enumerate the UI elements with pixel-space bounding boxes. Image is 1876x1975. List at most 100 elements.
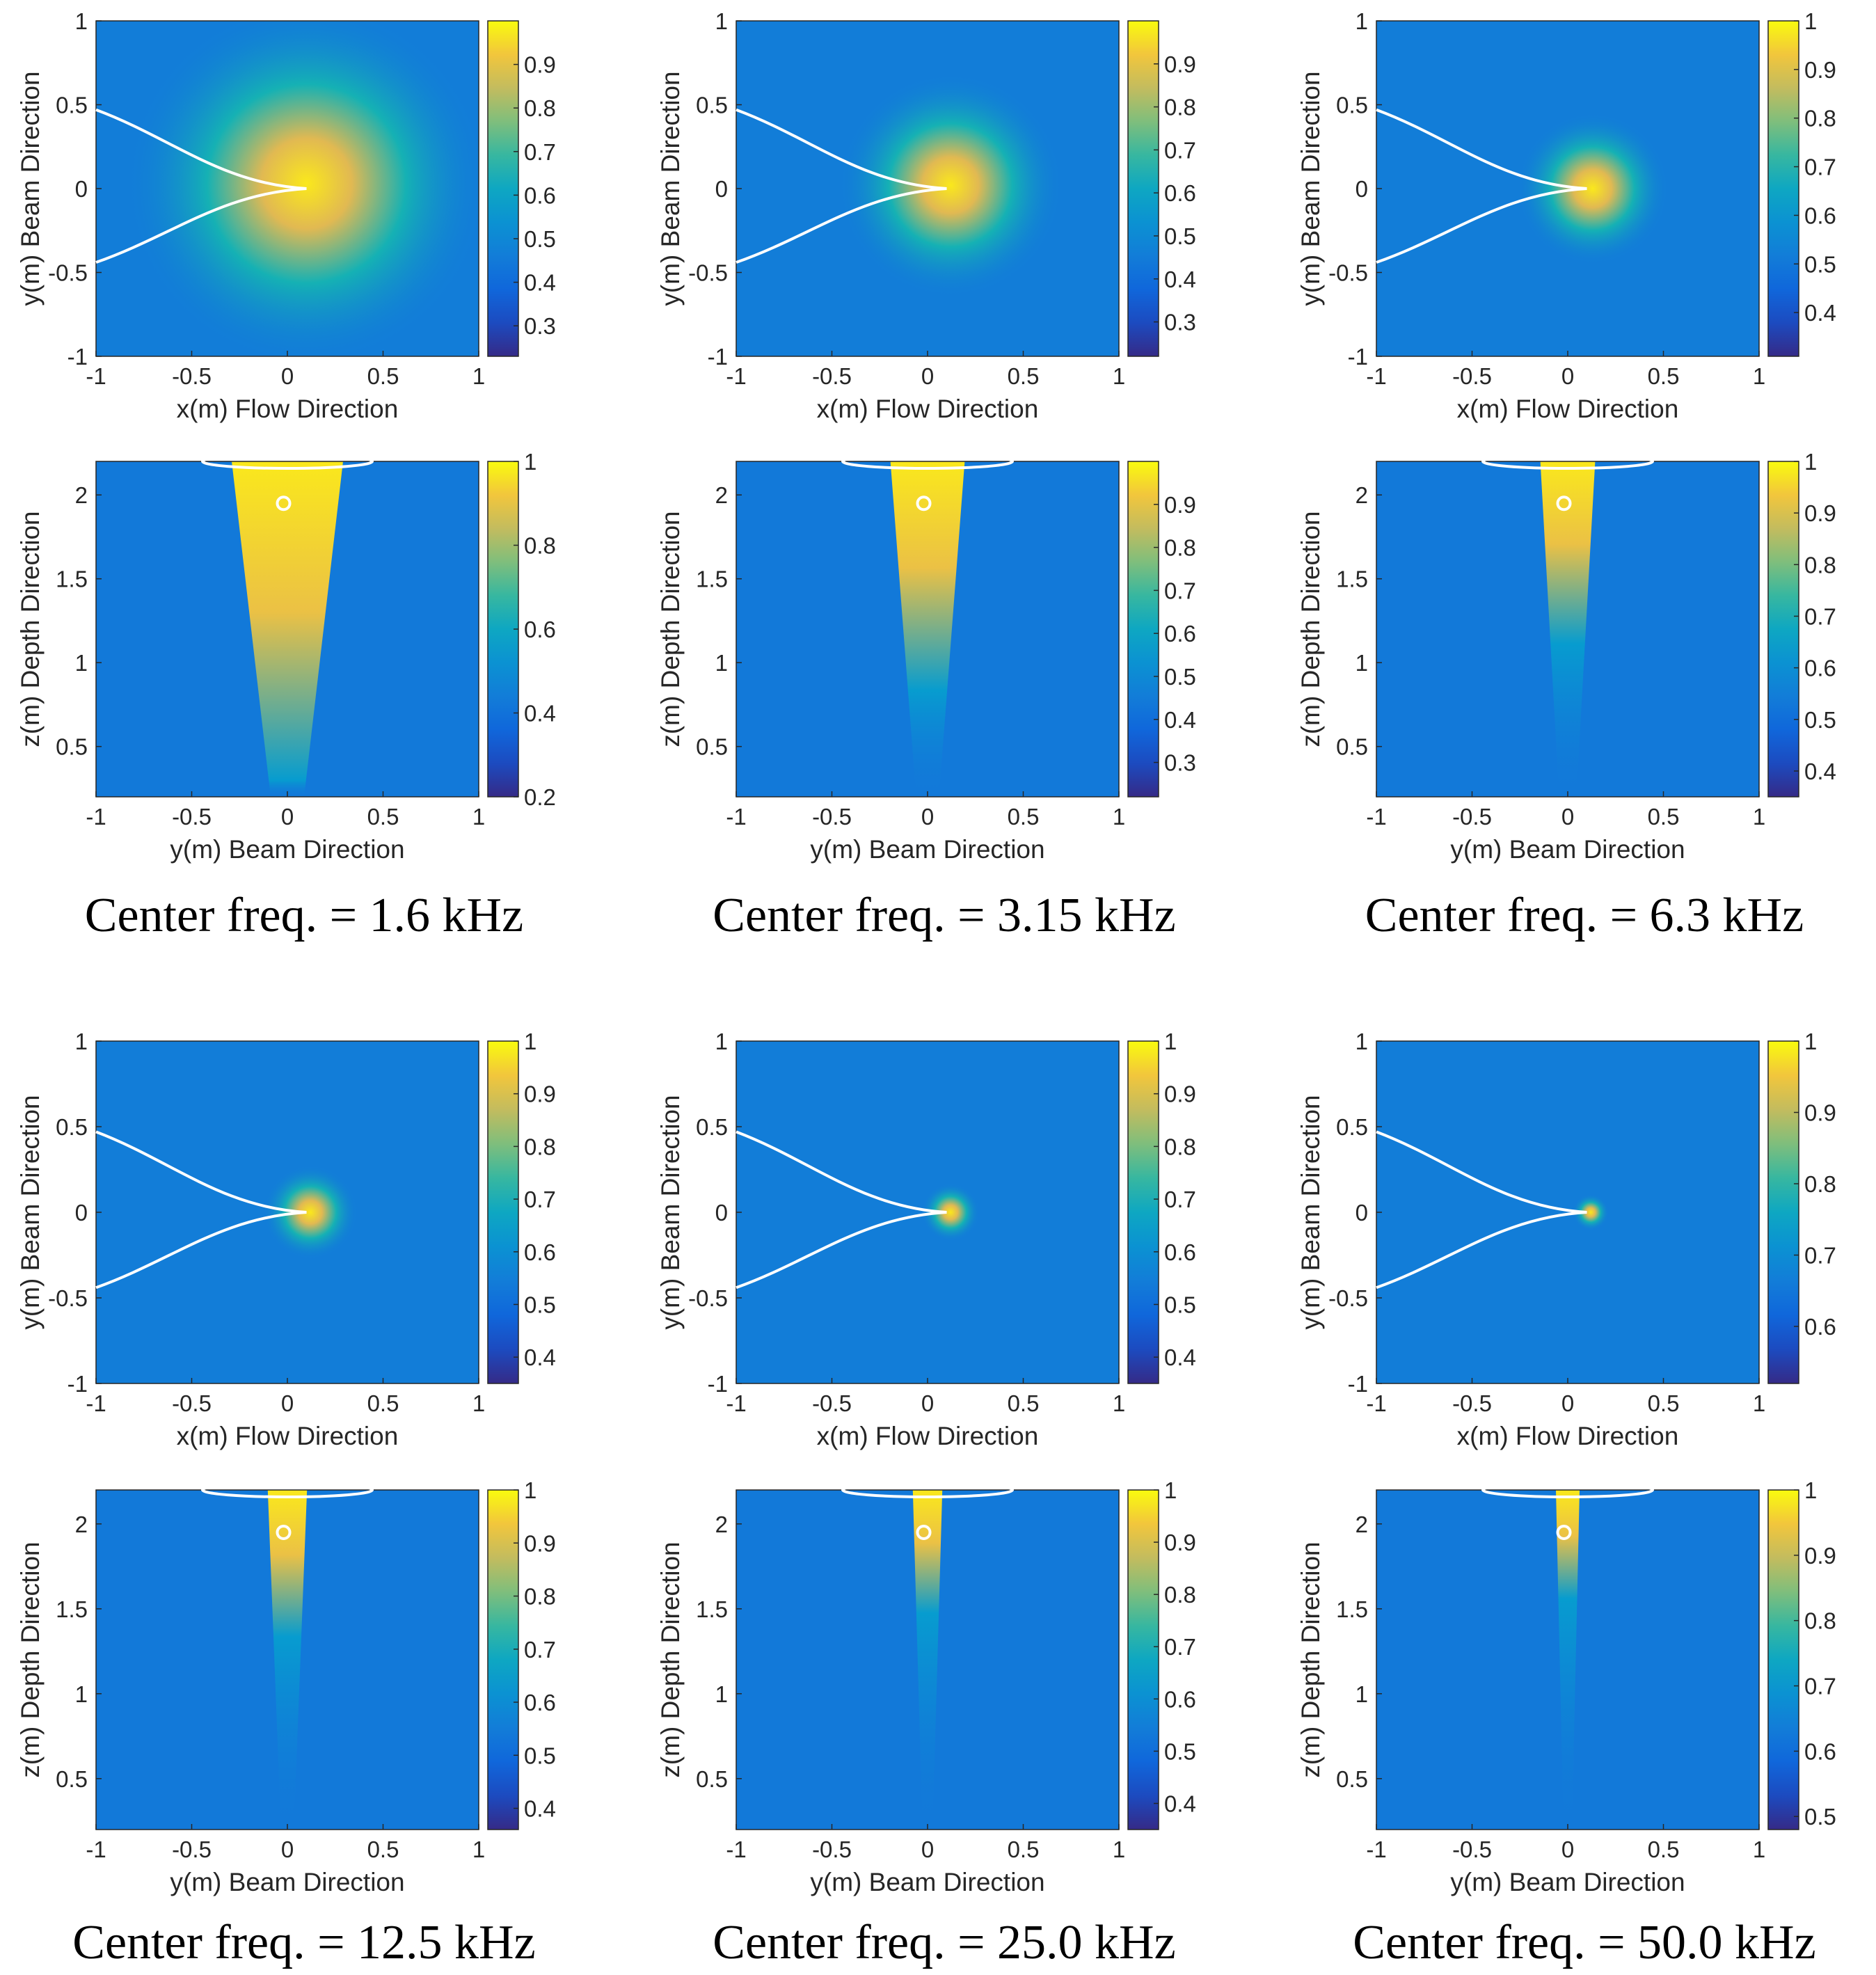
y-tick-label: 0.5 <box>1336 1114 1368 1140</box>
y-tick-label: 1.5 <box>696 1596 728 1622</box>
colorbar-tick-label: 1 <box>1164 1029 1177 1054</box>
colorbar-tick-label: 0.8 <box>524 533 556 559</box>
beam-hotspot <box>890 461 965 797</box>
colorbar-tick-label: 0.7 <box>1164 1634 1196 1660</box>
y-tick-label: 2 <box>75 1512 88 1537</box>
x-tick-label: 0.5 <box>367 1837 399 1862</box>
y-tick-label: 0.5 <box>56 1766 88 1792</box>
colorbar-tick-label: 1 <box>1804 449 1817 475</box>
heatmap-field <box>248 1165 373 1260</box>
colorbar: 0.4 0.5 0.6 0.7 0.8 0.9 1 <box>1127 1029 1196 1384</box>
colorbar-tick-label: 0.8 <box>524 95 556 121</box>
peak-hotspot <box>248 1165 373 1260</box>
y-tick-label: 1 <box>1356 1029 1368 1054</box>
array-outline <box>1481 1482 1654 1498</box>
panel-row4-col2: -1 -0.5 0 0.5 1 0.5 1 1.5 2 y(m) Beam Direction z(… <box>656 1477 1196 1896</box>
colorbar-tick-label: 0.9 <box>1804 1100 1836 1126</box>
y-tick-label: 1 <box>75 1029 88 1054</box>
y-tick-label: -0.5 <box>1328 260 1368 286</box>
airfoil-lower-outline <box>1376 187 1587 264</box>
airfoil-upper-outline <box>95 108 307 190</box>
x-tick-label: -1 <box>1366 804 1386 830</box>
x-tick-label: 0.5 <box>1648 1390 1680 1416</box>
x-tick-label: -1 <box>86 363 106 389</box>
colorbar: 0.4 0.5 0.6 0.7 0.8 0.9 1 <box>1767 449 1836 798</box>
panel-row1-col2: -1 -0.5 0 0.5 1 -1 -0.5 0 0.5 1 x(m) Flow Directio… <box>656 8 1196 423</box>
y-tick-label: 0.5 <box>1336 1766 1368 1792</box>
x-tick-label: -0.5 <box>172 363 212 389</box>
array-outline <box>841 453 1014 470</box>
colorbar-scale <box>1767 20 1799 357</box>
colorbar-tick-label: 0.6 <box>1164 621 1196 647</box>
colorbar-tick-label: 0.2 <box>524 784 556 810</box>
y-tick-label: -1 <box>1348 1371 1368 1397</box>
colorbar-tick-label: 0.8 <box>1804 1608 1836 1634</box>
colorbar-tick-label: 0.9 <box>1804 1543 1836 1569</box>
colorbar-tick-label: 0.6 <box>1804 656 1836 681</box>
colorbar-tick-label: 0.5 <box>524 226 556 252</box>
y-tick-label: 0.5 <box>56 734 88 760</box>
colorbar-tick-label: 0.8 <box>1164 1582 1196 1608</box>
heatmap-field <box>802 72 1099 298</box>
colorbar-tick-label: 0.9 <box>524 1530 556 1556</box>
colorbar-tick-label: 0.4 <box>1804 759 1836 784</box>
x-tick-label: -0.5 <box>1452 363 1492 389</box>
y-tick-label: 1 <box>75 650 88 676</box>
x-tick-label: 0.5 <box>367 1390 399 1416</box>
colorbar-tick-label: 1 <box>1804 1029 1817 1054</box>
y-tick-label: 1 <box>75 1681 88 1707</box>
x-tick-label: -0.5 <box>1452 804 1492 830</box>
colorbar-tick-label: 0.4 <box>524 1345 556 1370</box>
y-axis-label: y(m) Beam Direction <box>656 71 685 306</box>
x-tick-label: -0.5 <box>172 804 212 830</box>
heatmap-field <box>1540 461 1596 797</box>
beam-hotspot <box>267 1490 308 1830</box>
x-tick-label: 1 <box>1113 363 1125 389</box>
colorbar-tick-label: 0.4 <box>1804 300 1836 326</box>
y-tick-label: 0 <box>715 176 728 202</box>
colorbar: 0.3 0.4 0.5 0.6 0.7 0.8 0.9 <box>1127 461 1196 798</box>
y-axis-label: y(m) Beam Direction <box>1296 71 1325 306</box>
x-axis-label: x(m) Flow Direction <box>1457 1422 1679 1450</box>
colorbar-tick-label: 1 <box>524 449 536 475</box>
x-tick-label: -0.5 <box>812 363 852 389</box>
colorbar-tick-label: 0.5 <box>1164 664 1196 690</box>
y-tick-label: 1.5 <box>1336 1596 1368 1622</box>
colorbar-tick-label: 0.9 <box>1164 1530 1196 1555</box>
x-axis-label: y(m) Beam Direction <box>1450 835 1685 864</box>
y-tick-label: 1.5 <box>1336 566 1368 592</box>
y-tick-label: 0 <box>1356 1200 1368 1226</box>
beam-hotspot <box>1556 1490 1580 1830</box>
colorbar-tick-label: 1 <box>1164 1477 1177 1503</box>
colorbar-scale <box>1767 1040 1799 1384</box>
y-tick-label: -1 <box>1348 344 1368 370</box>
colorbar: 0.3 0.4 0.5 0.6 0.7 0.8 0.9 <box>1127 20 1196 357</box>
y-tick-label: 2 <box>1356 482 1368 508</box>
colorbar-tick-label: 1 <box>524 1477 536 1503</box>
x-tick-label: -1 <box>726 363 746 389</box>
y-tick-label: 0 <box>715 1200 728 1226</box>
colorbar-tick-label: 0.5 <box>1164 223 1196 249</box>
x-tick-label: 1 <box>1113 1837 1125 1862</box>
source-marker <box>916 495 932 511</box>
x-tick-label: -0.5 <box>1452 1837 1492 1862</box>
y-tick-label: 1 <box>715 8 728 34</box>
x-tick-label: 0 <box>921 1837 934 1862</box>
colorbar-tick-label: 1 <box>1804 1477 1817 1503</box>
colorbar-tick-label: 0.5 <box>524 1292 556 1317</box>
y-tick-label: 0.5 <box>696 93 728 118</box>
airfoil-lower-outline <box>1376 1211 1587 1290</box>
heatmap-field <box>1491 112 1694 265</box>
airfoil-lower-outline <box>95 1211 307 1290</box>
source-marker <box>1556 1525 1572 1540</box>
beam-hotspot <box>1540 461 1596 797</box>
colorbar-tick-label: 0.9 <box>1164 1081 1196 1107</box>
colorbar-tick-label: 0.7 <box>1164 578 1196 603</box>
y-tick-label: 0.5 <box>56 93 88 118</box>
colorbar-tick-label: 0.7 <box>524 139 556 165</box>
panel-row1-col3: -1 -0.5 0 0.5 1 -1 -0.5 0 0.5 1 x(m) Flow Directio… <box>1296 8 1836 423</box>
y-tick-label: -0.5 <box>688 1285 728 1311</box>
colorbar: 0.2 0.4 0.6 0.8 1 <box>487 449 556 810</box>
x-tick-label: 0 <box>1561 804 1574 830</box>
y-axis-label: y(m) Beam Direction <box>656 1095 685 1329</box>
